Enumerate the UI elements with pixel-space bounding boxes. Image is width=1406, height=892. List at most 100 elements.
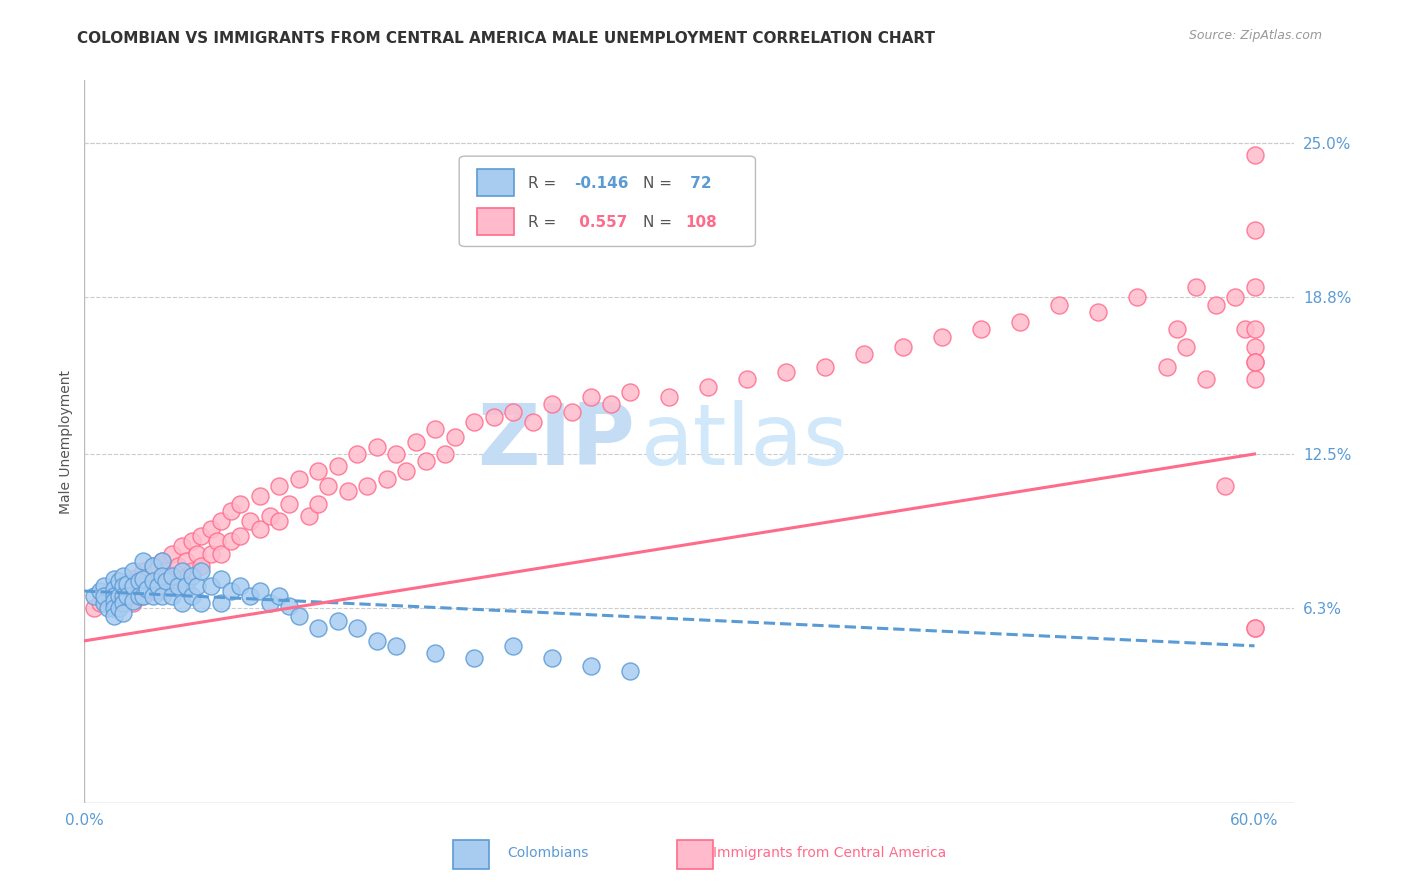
Point: [893, 340, 915, 354]
Point: [97, 597, 120, 611]
Point: [128, 589, 150, 603]
Point: [1213, 479, 1236, 493]
Point: [112, 597, 135, 611]
Point: [132, 589, 155, 603]
Point: [150, 569, 173, 583]
Text: R =: R =: [529, 215, 561, 229]
Point: [89, 584, 111, 599]
Point: [209, 547, 232, 561]
Point: [160, 589, 183, 603]
Point: [326, 459, 349, 474]
Point: [1243, 322, 1265, 336]
Point: [249, 584, 271, 599]
Point: [150, 589, 173, 603]
Point: [249, 489, 271, 503]
Point: [385, 639, 408, 653]
Point: [103, 572, 125, 586]
Point: [931, 330, 953, 344]
Point: [108, 574, 131, 588]
Point: [190, 564, 212, 578]
Point: [482, 409, 505, 424]
Point: [239, 514, 262, 528]
Point: [375, 472, 398, 486]
Point: [1087, 305, 1109, 319]
Point: [425, 422, 447, 436]
Point: [103, 582, 125, 596]
Point: [180, 534, 202, 549]
Point: [117, 576, 139, 591]
FancyBboxPatch shape: [676, 840, 713, 870]
Point: [366, 440, 388, 454]
Point: [307, 465, 329, 479]
Point: [425, 646, 447, 660]
Point: [1243, 223, 1265, 237]
Point: [205, 534, 228, 549]
Point: [103, 584, 125, 599]
Point: [1223, 290, 1246, 304]
Point: [356, 479, 378, 493]
Point: [346, 447, 368, 461]
Point: [93, 597, 115, 611]
Point: [1243, 280, 1265, 294]
Point: [316, 479, 339, 493]
Point: [219, 584, 242, 599]
Text: Colombians: Colombians: [508, 847, 589, 861]
Point: [160, 547, 183, 561]
Point: [619, 664, 641, 678]
Point: [170, 564, 193, 578]
Point: [229, 497, 252, 511]
Point: [463, 415, 485, 429]
Point: [970, 322, 993, 336]
Text: ZIP: ZIP: [477, 400, 634, 483]
Y-axis label: Male Unemployment: Male Unemployment: [59, 369, 73, 514]
Point: [209, 572, 232, 586]
Point: [160, 569, 183, 583]
Point: [1243, 372, 1265, 386]
Point: [346, 621, 368, 635]
Point: [200, 579, 222, 593]
Point: [122, 564, 145, 578]
FancyBboxPatch shape: [460, 156, 755, 246]
Point: [83, 589, 105, 603]
Point: [97, 601, 120, 615]
Point: [326, 614, 349, 628]
Point: [259, 597, 281, 611]
Point: [522, 415, 544, 429]
Point: [103, 601, 125, 615]
Point: [1195, 372, 1218, 386]
Point: [132, 554, 155, 568]
Point: [93, 579, 115, 593]
Point: [1243, 340, 1265, 354]
Point: [132, 564, 155, 578]
Point: [128, 579, 150, 593]
Point: [853, 347, 876, 361]
Text: Source: ZipAtlas.com: Source: ZipAtlas.com: [1188, 29, 1322, 42]
Point: [1049, 297, 1071, 311]
Point: [112, 579, 135, 593]
Point: [135, 582, 157, 596]
Point: [1243, 621, 1265, 635]
Point: [385, 447, 408, 461]
Text: COLOMBIAN VS IMMIGRANTS FROM CENTRAL AMERICA MALE UNEMPLOYMENT CORRELATION CHART: COLOMBIAN VS IMMIGRANTS FROM CENTRAL AME…: [77, 31, 935, 46]
Point: [1156, 359, 1178, 374]
Point: [132, 572, 155, 586]
Point: [269, 589, 291, 603]
Point: [128, 574, 150, 588]
Text: N =: N =: [643, 176, 676, 191]
Point: [1166, 322, 1188, 336]
Point: [112, 589, 135, 603]
Point: [541, 651, 564, 665]
Point: [190, 559, 212, 574]
Point: [142, 559, 165, 574]
Point: [219, 534, 242, 549]
Point: [155, 564, 177, 578]
Point: [1233, 322, 1256, 336]
Point: [1175, 340, 1198, 354]
Point: [103, 609, 125, 624]
Point: [581, 658, 603, 673]
Point: [108, 589, 131, 603]
Point: [502, 639, 524, 653]
Text: atlas: atlas: [641, 400, 849, 483]
Point: [122, 597, 145, 611]
Point: [170, 597, 193, 611]
